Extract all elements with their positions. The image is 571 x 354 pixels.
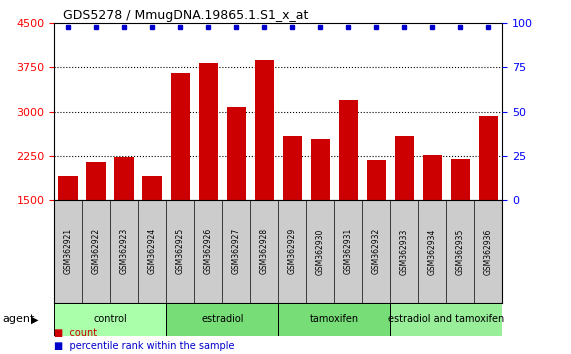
- Text: GSM362935: GSM362935: [456, 228, 465, 275]
- Bar: [199, 63, 218, 200]
- Bar: [114, 157, 134, 200]
- Text: GSM362924: GSM362924: [148, 228, 157, 274]
- Text: GSM362928: GSM362928: [260, 228, 269, 274]
- Bar: [227, 107, 246, 200]
- Bar: [58, 176, 78, 200]
- Text: GSM362932: GSM362932: [372, 228, 381, 274]
- Text: GSM362933: GSM362933: [400, 228, 409, 275]
- Text: GSM362925: GSM362925: [176, 228, 185, 274]
- Bar: [54, 303, 166, 336]
- Text: GDS5278 / MmugDNA.19865.1.S1_x_at: GDS5278 / MmugDNA.19865.1.S1_x_at: [63, 9, 308, 22]
- Bar: [339, 100, 358, 200]
- Bar: [283, 136, 302, 200]
- Bar: [311, 139, 330, 200]
- Text: GSM362934: GSM362934: [428, 228, 437, 275]
- Bar: [395, 136, 414, 200]
- Text: GSM362929: GSM362929: [288, 228, 297, 274]
- Bar: [391, 303, 502, 336]
- Text: estradiol: estradiol: [201, 314, 244, 325]
- Bar: [171, 73, 190, 200]
- Text: GSM362931: GSM362931: [344, 228, 353, 274]
- Text: ■  count: ■ count: [54, 328, 98, 338]
- Text: GSM362923: GSM362923: [120, 228, 129, 274]
- Bar: [279, 303, 391, 336]
- Text: GSM362921: GSM362921: [64, 228, 73, 274]
- Text: estradiol and tamoxifen: estradiol and tamoxifen: [388, 314, 505, 325]
- Bar: [143, 176, 162, 200]
- Bar: [451, 159, 471, 200]
- Text: GSM362936: GSM362936: [484, 228, 493, 275]
- Text: control: control: [94, 314, 127, 325]
- Bar: [86, 162, 106, 200]
- Text: ■  percentile rank within the sample: ■ percentile rank within the sample: [54, 341, 235, 351]
- Text: agent: agent: [3, 314, 35, 325]
- Bar: [478, 116, 498, 200]
- Text: GSM362922: GSM362922: [92, 228, 100, 274]
- Text: GSM362930: GSM362930: [316, 228, 325, 275]
- Text: GSM362927: GSM362927: [232, 228, 241, 274]
- Bar: [423, 155, 443, 200]
- Text: ▶: ▶: [30, 314, 38, 325]
- Bar: [367, 160, 386, 200]
- Text: GSM362926: GSM362926: [204, 228, 213, 274]
- Bar: [166, 303, 279, 336]
- Bar: [255, 59, 274, 200]
- Text: tamoxifen: tamoxifen: [310, 314, 359, 325]
